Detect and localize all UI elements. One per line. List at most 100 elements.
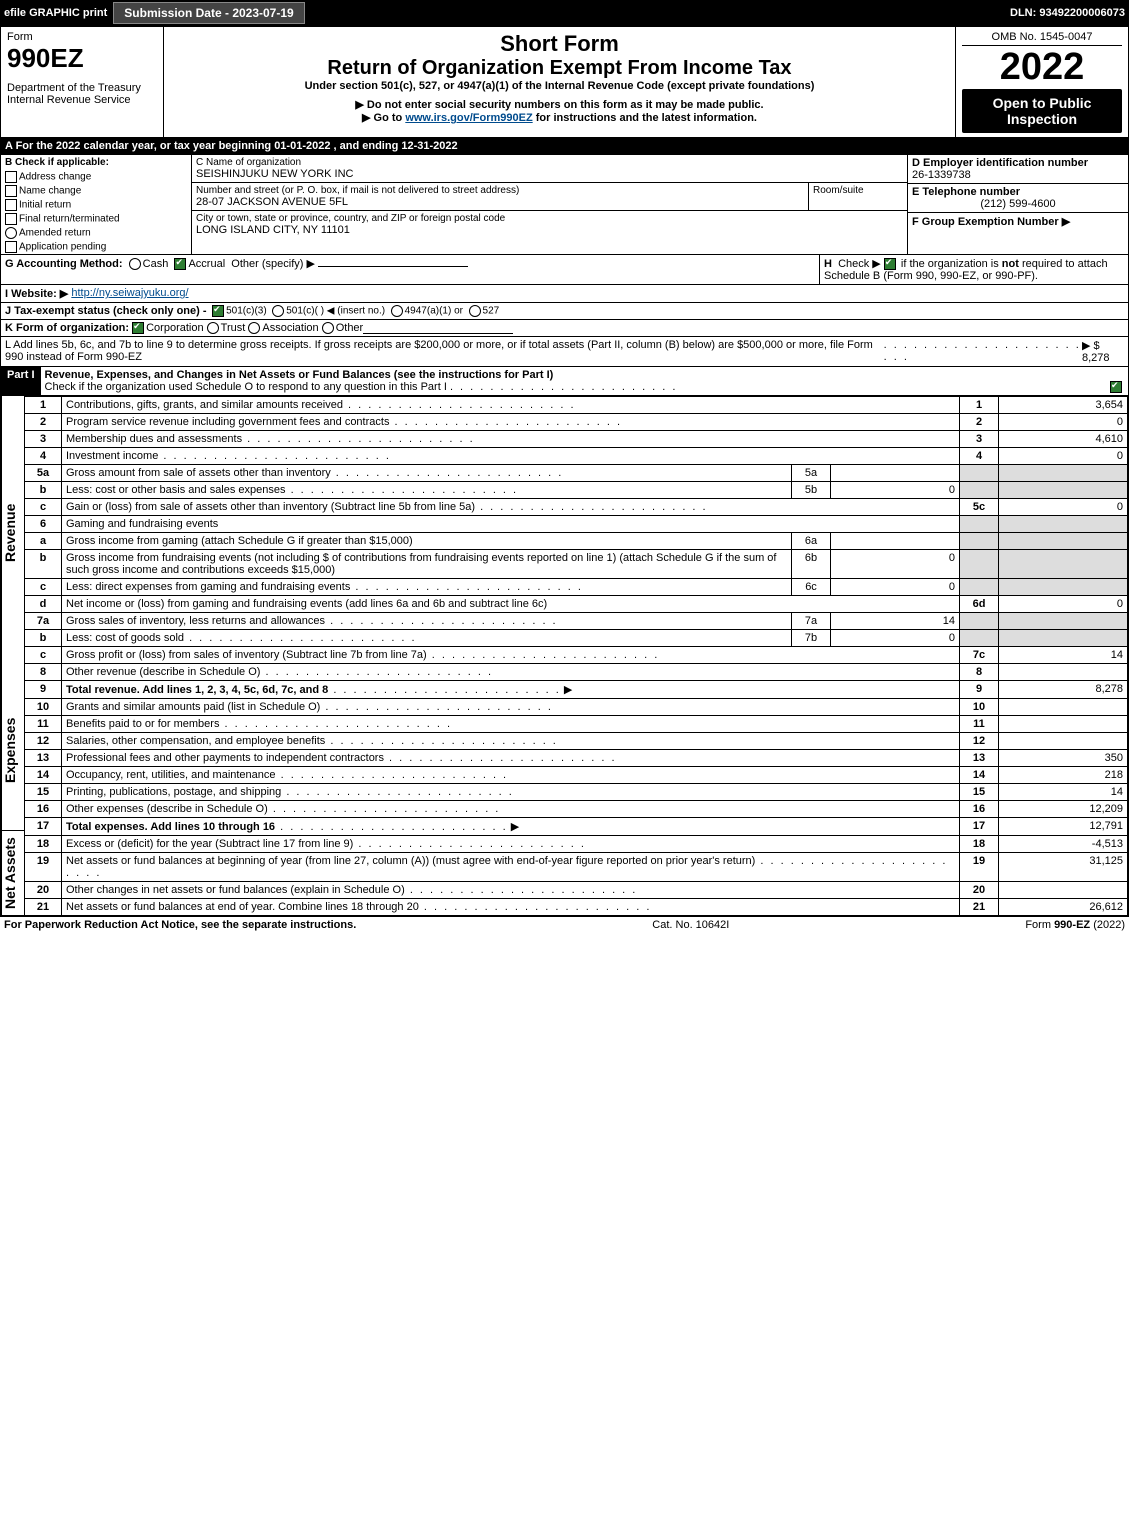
dept-line-1: Department of the Treasury <box>7 82 157 94</box>
row-1: 1Contributions, gifts, grants, and simil… <box>25 397 1128 414</box>
form-header: Form 990EZ Department of the Treasury In… <box>0 26 1129 138</box>
row-5b: bLess: cost or other basis and sales exp… <box>25 482 1128 499</box>
row-6a: aGross income from gaming (attach Schedu… <box>25 533 1128 550</box>
line-g-h: G Accounting Method: Cash Accrual Other … <box>0 255 1129 285</box>
label-initial-return: Initial return <box>19 200 71 211</box>
checkbox-initial-return[interactable] <box>5 199 17 211</box>
checkbox-part1-schedule-o[interactable] <box>1110 381 1122 393</box>
section-revenue: Revenue <box>1 396 24 670</box>
row-8: 8Other revenue (describe in Schedule O)8 <box>25 664 1128 681</box>
label-website: I Website: ▶ <box>5 287 68 300</box>
line-l-text: L Add lines 5b, 6c, and 7b to line 9 to … <box>5 339 884 364</box>
row-21: 21Net assets or fund balances at end of … <box>25 899 1128 916</box>
box-def: D Employer identification number 26-1339… <box>908 155 1128 254</box>
short-form-title: Short Form <box>170 31 949 57</box>
section-net-assets: Net Assets <box>1 831 24 916</box>
top-bar: efile GRAPHIC print Submission Date - 20… <box>0 0 1129 26</box>
row-12: 12Salaries, other compensation, and empl… <box>25 733 1128 750</box>
label-accrual: Accrual <box>188 258 225 270</box>
row-3: 3Membership dues and assessments34,610 <box>25 431 1128 448</box>
label-group-exemption: F Group Exemption Number ▶ <box>912 216 1070 228</box>
checkbox-amended-return[interactable] <box>5 227 17 239</box>
open-to-public-box: Open to Public Inspection <box>962 89 1122 133</box>
footer-right: Form 990-EZ (2022) <box>1025 919 1125 931</box>
row-6b: bGross income from fundraising events (n… <box>25 550 1128 579</box>
box-b: B Check if applicable: Address change Na… <box>1 155 192 254</box>
row-17: 17Total expenses. Add lines 10 through 1… <box>25 818 1128 836</box>
label-trust: Trust <box>221 322 246 334</box>
submission-date-button[interactable]: Submission Date - 2023-07-19 <box>113 2 304 24</box>
row-19: 19Net assets or fund balances at beginni… <box>25 853 1128 882</box>
row-13: 13Professional fees and other payments t… <box>25 750 1128 767</box>
sub-title-2: ▶ Do not enter social security numbers o… <box>170 98 949 111</box>
label-501c3: 501(c)(3) <box>226 306 267 317</box>
row-6c: cLess: direct expenses from gaming and f… <box>25 579 1128 596</box>
label-ein: D Employer identification number <box>912 157 1124 169</box>
row-5c: cGain or (loss) from sale of assets othe… <box>25 499 1128 516</box>
org-city: LONG ISLAND CITY, NY 11101 <box>196 224 903 236</box>
checkbox-final-return[interactable] <box>5 213 17 225</box>
label-cash: Cash <box>143 258 169 270</box>
checkbox-name-change[interactable] <box>5 185 17 197</box>
footer-mid: Cat. No. 10642I <box>652 919 729 931</box>
label-form-org: K Form of organization: <box>5 322 129 334</box>
check-corporation[interactable] <box>132 322 144 334</box>
row-7b: bLess: cost of goods sold7b0 <box>25 630 1128 647</box>
checkbox-application-pending[interactable] <box>5 241 17 253</box>
line-l-amount: ▶ $ 8,278 <box>1082 339 1124 364</box>
check-501c3[interactable] <box>212 305 224 317</box>
row-2: 2Program service revenue including gover… <box>25 414 1128 431</box>
label-4947: 4947(a)(1) or <box>405 306 463 317</box>
label-application-pending: Application pending <box>19 242 106 253</box>
efile-label: efile GRAPHIC print <box>4 7 107 19</box>
org-street: 28-07 JACKSON AVENUE 5FL <box>196 196 804 208</box>
label-other: Other <box>336 322 364 334</box>
check-501c[interactable] <box>272 305 284 317</box>
row-16: 16Other expenses (describe in Schedule O… <box>25 801 1128 818</box>
label-501c: 501(c)( ) ◀ (insert no.) <box>286 306 385 317</box>
check-association[interactable] <box>248 322 260 334</box>
radio-accrual[interactable] <box>174 258 186 270</box>
ein-value: 26-1339738 <box>912 169 1124 181</box>
sub-title-3: ▶ Go to www.irs.gov/Form990EZ for instru… <box>170 111 949 124</box>
row-15: 15Printing, publications, postage, and s… <box>25 784 1128 801</box>
box-b-title: B Check if applicable: <box>1 155 191 170</box>
main-title: Return of Organization Exempt From Incom… <box>170 57 949 80</box>
checkbox-address-change[interactable] <box>5 171 17 183</box>
row-11: 11Benefits paid to or for members11 <box>25 716 1128 733</box>
website-link[interactable]: http://ny.seiwajyuku.org/ <box>71 287 188 300</box>
radio-cash[interactable] <box>129 258 141 270</box>
label-final-return: Final return/terminated <box>19 214 120 225</box>
label-org-name: C Name of organization <box>196 157 903 168</box>
line-i: I Website: ▶ http://ny.seiwajyuku.org/ <box>0 285 1129 303</box>
part1-table: 1Contributions, gifts, grants, and simil… <box>24 396 1128 916</box>
line-k: K Form of organization: Corporation Trus… <box>0 320 1129 337</box>
irs-link[interactable]: www.irs.gov/Form990EZ <box>405 112 532 124</box>
label-city: City or town, state or province, country… <box>196 213 903 224</box>
check-other[interactable] <box>322 322 334 334</box>
sub-title-1: Under section 501(c), 527, or 4947(a)(1)… <box>170 80 949 92</box>
row-7c: cGross profit or (loss) from sales of in… <box>25 647 1128 664</box>
line-j: J Tax-exempt status (check only one) - 5… <box>0 303 1129 320</box>
page-footer: For Paperwork Reduction Act Notice, see … <box>0 917 1129 933</box>
label-527: 527 <box>483 306 500 317</box>
row-18: 18Excess or (deficit) for the year (Subt… <box>25 836 1128 853</box>
row-9: 9Total revenue. Add lines 1, 2, 3, 4, 5c… <box>25 681 1128 699</box>
form-word: Form <box>7 31 157 43</box>
checkbox-h[interactable] <box>884 258 896 270</box>
check-trust[interactable] <box>207 322 219 334</box>
box-c: C Name of organization SEISHINJUKU NEW Y… <box>192 155 908 254</box>
label-tax-exempt: J Tax-exempt status (check only one) - <box>5 305 207 317</box>
check-4947[interactable] <box>391 305 403 317</box>
label-corporation: Corporation <box>146 322 203 334</box>
check-527[interactable] <box>469 305 481 317</box>
row-4: 4Investment income40 <box>25 448 1128 465</box>
org-name: SEISHINJUKU NEW YORK INC <box>196 168 903 180</box>
omb-number: OMB No. 1545-0047 <box>962 31 1122 46</box>
label-other-specify: Other (specify) ▶ <box>231 258 315 270</box>
part1-check-text: Check if the organization used Schedule … <box>45 381 447 393</box>
row-6: 6Gaming and fundraising events <box>25 516 1128 533</box>
label-street: Number and street (or P. O. box, if mail… <box>196 185 804 196</box>
label-amended-return: Amended return <box>19 228 91 239</box>
line-h-text: H Check ▶ if the organization is not req… <box>824 258 1108 282</box>
